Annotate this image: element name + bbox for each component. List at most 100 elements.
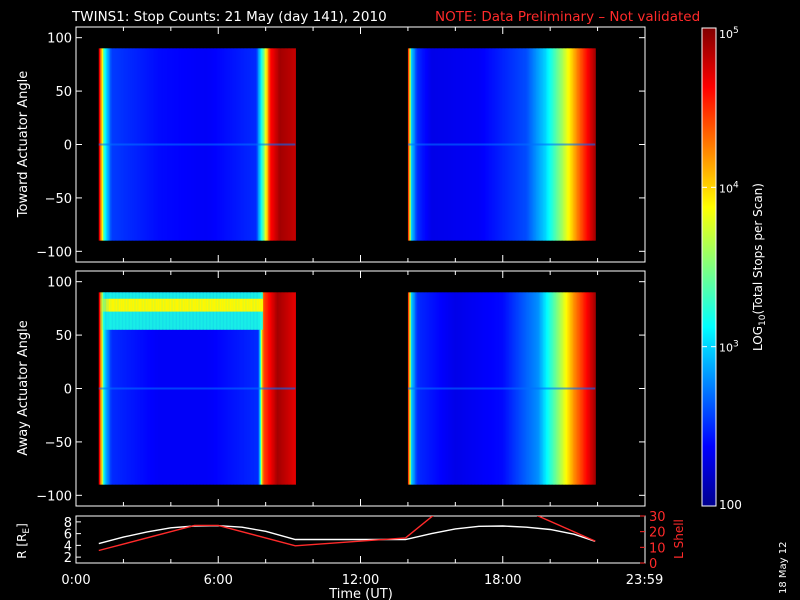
heatmap-band-peak [101, 298, 104, 312]
r-ytick-label: 2 [64, 551, 72, 566]
heatmap-band-peak [191, 298, 194, 312]
toward-ytick-label: −50 [45, 192, 72, 207]
heatmap-band-peak [128, 298, 131, 312]
heatmap-band-peak [253, 298, 256, 312]
away-y-ticks [75, 271, 646, 506]
heatmap-band-peak [172, 298, 175, 312]
heatmap-band-peak [206, 298, 209, 312]
heatmap-band-peak [142, 298, 145, 312]
r-ytick-label: 8 [64, 516, 72, 531]
r-axis-label: R [RE] [15, 523, 32, 559]
heatmap-band-peak [223, 298, 226, 312]
heatmap-band-peak [205, 298, 208, 312]
preliminary-note: NOTE: Data Preliminary – Not validated [435, 9, 700, 25]
orbit-right-ticklabels: 30 20 10 0 [649, 510, 666, 572]
heatmap-band-peak [222, 298, 225, 312]
away-ytick-label: 100 [47, 276, 72, 291]
heatmap-band-peak [259, 298, 262, 312]
time-axis-label: Time (UT) [328, 587, 393, 600]
lshell-ytick-label: 0 [649, 557, 657, 572]
colorbar-tick-base: 10 [719, 342, 733, 355]
colorbar-tick-base: 100 [719, 498, 742, 512]
colorbar-tick-label: 103 [719, 340, 739, 355]
heatmap-band-peak [196, 298, 199, 312]
heatmap-band-peak [229, 298, 232, 312]
orbit-left-ticklabels: 8 6 4 2 [64, 516, 72, 566]
heatmap-band-peak [168, 298, 171, 312]
heatmap-band-peak [243, 298, 246, 312]
heatmap-band-peak [112, 298, 116, 312]
heatmap-band-peak [131, 298, 134, 312]
heatmap-band-peak [250, 298, 253, 312]
time-tick-label: 6:00 [204, 573, 233, 588]
heatmap-band-peak [132, 298, 135, 312]
colorbar-label: LOG10(Total Stops per Scan) [751, 183, 768, 351]
toward-panel: 100 50 0 −50 −100 Toward Actuator Angle [16, 26, 646, 263]
heatmap-band-peak [104, 298, 107, 312]
colorbar: 105 104 103 100 LOG10(Total Stops per Sc… [701, 26, 768, 512]
heatmap-band-peak [122, 298, 125, 312]
heatmap-band-peak [121, 298, 124, 312]
heatmap-band-peak [225, 298, 228, 312]
heatmap-band-peak [260, 298, 263, 312]
heatmap-band-peak [186, 298, 189, 312]
toward-ytick-label: 0 [64, 139, 72, 154]
heatmap-band-peak [148, 298, 151, 312]
r-axis-label-close: ] [15, 523, 29, 528]
heatmap-band-peak [155, 298, 158, 312]
heatmap-band-cell [103, 292, 106, 330]
heatmap-band-peak [219, 298, 222, 312]
heatmap-band-peak [157, 298, 160, 312]
heatmap-band-peak [181, 298, 184, 312]
heatmap-band-peak [164, 298, 167, 312]
heatmap-band-peak [137, 298, 140, 312]
colorbar-tick-base: 10 [719, 182, 733, 195]
heatmap-band-peak [134, 298, 137, 312]
heatmap-band-peak [192, 298, 195, 312]
away-heatmap [98, 292, 596, 485]
lshell-ytick-label: 10 [649, 541, 666, 556]
heatmap-band-peak [216, 298, 219, 312]
heatmap-band-peak [198, 298, 201, 312]
colorbar-label-rest: (Total Stops per Scan) [751, 183, 765, 314]
r-distance-line [98, 524, 596, 545]
heatmap-band-peak [103, 298, 106, 312]
heatmap-cell [295, 292, 296, 485]
heatmap-band-peak [152, 298, 155, 312]
heatmap-band-peak [208, 298, 211, 312]
time-tick-label: 18:00 [484, 573, 521, 588]
away-ytick-label: 0 [64, 383, 72, 398]
heatmap-band-peak [221, 298, 224, 312]
lshell-line [98, 516, 596, 552]
heatmap-band-peak [171, 298, 174, 312]
heatmap-band-peak [176, 298, 180, 312]
heatmap-band-peak [144, 298, 147, 312]
heatmap-band-peak [105, 298, 108, 312]
toward-ytick-label: 50 [55, 85, 72, 100]
heatmap-band-peak [162, 298, 165, 312]
heatmap-band-peak [258, 298, 261, 312]
away-y-ticklabels: 100 50 0 −50 −100 [36, 276, 72, 505]
toward-heatmap [98, 48, 596, 241]
heatmap-band-peak [158, 298, 161, 312]
heatmap-band-peak [212, 298, 215, 312]
heatmap-band-peak [189, 298, 192, 312]
time-ticklabels: 0:00 6:00 12:00 18:00 23:59 [61, 573, 663, 588]
heatmap-band-peak [255, 298, 258, 312]
heatmap-band-peak [147, 298, 150, 312]
away-y-axis-label: Away Actuator Angle [16, 320, 31, 455]
colorbar-tick-exp: 5 [733, 26, 739, 36]
colorbar-ticks [702, 27, 716, 507]
lshell-axis-label: L Shell [672, 519, 686, 559]
heatmap-band-peak [165, 298, 168, 312]
lshell-ytick-label: 30 [649, 510, 666, 525]
heatmap-band-peak [204, 298, 207, 312]
heatmap-band-peak [226, 298, 229, 312]
heatmap-band-peak [194, 298, 197, 312]
heatmap-band-peak [236, 298, 239, 312]
heatmap-band-peak [246, 298, 249, 312]
heatmap-band-peak [154, 298, 157, 312]
heatmap-band-peak [174, 298, 177, 312]
heatmap-band-peak [115, 298, 118, 312]
